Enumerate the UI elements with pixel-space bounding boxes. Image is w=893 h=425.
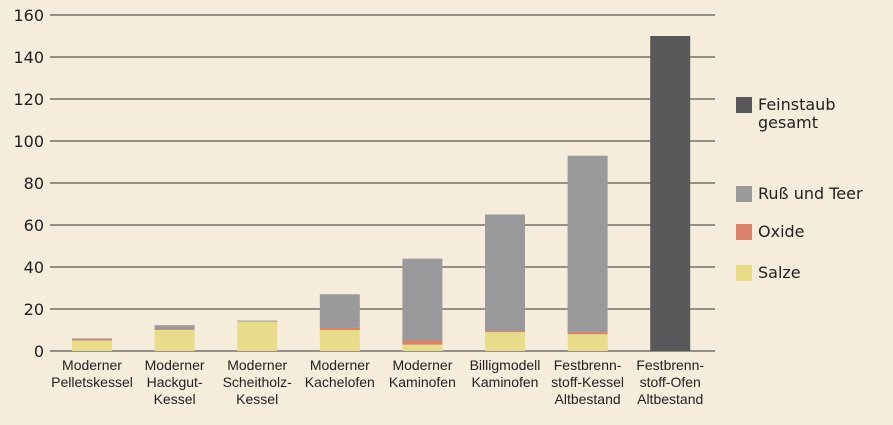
legend-swatch bbox=[736, 97, 752, 113]
x-tick-line: Altbestand bbox=[555, 391, 621, 407]
bar-segment bbox=[402, 340, 443, 345]
x-tick-label: Billigmodell Kaminofen bbox=[470, 357, 541, 390]
x-tick-label: Moderner Hackgut-Kessel bbox=[145, 357, 205, 407]
y-tick-label: 0 bbox=[34, 342, 44, 361]
legend-label: Oxide bbox=[758, 222, 805, 241]
legend-item: Ruß und Teer bbox=[736, 185, 863, 203]
x-tick-line: Scheitholz- bbox=[223, 374, 293, 390]
bar-segment bbox=[237, 321, 278, 351]
x-tick-label: Festbrenn-stoff-Ofen Altbestand bbox=[636, 357, 704, 407]
x-tick-label: Moderner Pelletskessel bbox=[51, 357, 133, 390]
y-tick-label: 60 bbox=[24, 216, 44, 235]
bar-segment bbox=[319, 294, 360, 328]
x-tick-line: stoff-Ofen bbox=[640, 374, 701, 390]
y-tick-label: 140 bbox=[13, 48, 44, 67]
legend-item: Oxide bbox=[736, 223, 805, 241]
bar-segment bbox=[485, 331, 525, 333]
legend-label: Feinstaub gesamt bbox=[758, 95, 836, 132]
legend-swatch bbox=[736, 265, 752, 281]
x-tick-line: Festbrenn- bbox=[636, 357, 704, 373]
y-tick-label: 80 bbox=[24, 174, 44, 193]
x-tick-line: Kaminofen bbox=[472, 374, 539, 390]
x-tick-line: Billigmodell bbox=[470, 357, 541, 373]
bar-segment bbox=[154, 330, 195, 351]
x-tick-label: Moderner Kaminofen bbox=[389, 357, 456, 390]
bar-segment bbox=[485, 214, 525, 332]
x-tick-line: Festbrenn- bbox=[554, 357, 622, 373]
x-tick-line: stoff-Kessel bbox=[551, 374, 624, 390]
x-tick-line: Kachelofen bbox=[305, 374, 375, 390]
bar-segment bbox=[402, 344, 443, 351]
x-tick-line: Pelletskessel bbox=[51, 374, 133, 390]
bar-segment bbox=[319, 330, 360, 351]
bar-segment bbox=[402, 258, 443, 341]
x-tick-line: Moderner bbox=[62, 357, 122, 373]
bar-segment bbox=[567, 155, 608, 333]
bar-segment bbox=[567, 334, 608, 351]
x-tick-line: Moderner bbox=[145, 357, 205, 373]
bar-segment bbox=[237, 320, 278, 322]
bar-segment bbox=[72, 339, 112, 341]
bar-segment bbox=[154, 325, 195, 330]
legend-item: Salze bbox=[736, 264, 801, 282]
x-tick-label: Festbrenn-stoff-Kessel Altbestand bbox=[551, 357, 624, 407]
x-tick-line: Moderner bbox=[310, 357, 370, 373]
bar-segment bbox=[485, 332, 525, 351]
y-tick-label: 20 bbox=[24, 300, 44, 319]
bar-segment bbox=[567, 332, 608, 335]
bar-segment bbox=[650, 36, 691, 351]
bar-segment bbox=[72, 340, 112, 351]
x-tick-line: Hackgut- bbox=[147, 374, 203, 390]
bar-segment bbox=[154, 329, 195, 330]
y-tick-label: 120 bbox=[13, 90, 44, 109]
legend-swatch bbox=[736, 186, 752, 202]
legend-swatch bbox=[736, 224, 752, 240]
y-tick-label: 100 bbox=[13, 132, 44, 151]
x-tick-line: Moderner bbox=[392, 357, 452, 373]
x-tick-line: Kessel bbox=[236, 391, 278, 407]
x-tick-line: Kessel bbox=[154, 391, 196, 407]
legend-label: Salze bbox=[758, 263, 801, 282]
x-tick-line: Altbestand bbox=[637, 391, 703, 407]
x-tick-line: Kaminofen bbox=[389, 374, 456, 390]
y-tick-label: 160 bbox=[13, 6, 44, 25]
legend-label: Ruß und Teer bbox=[758, 184, 863, 203]
bar-segment bbox=[319, 327, 360, 330]
x-tick-label: Moderner Scheitholz-Kessel bbox=[223, 357, 293, 407]
x-tick-label: Moderner Kachelofen bbox=[305, 357, 375, 390]
y-tick-label: 40 bbox=[24, 258, 44, 277]
x-tick-line: Moderner bbox=[227, 357, 287, 373]
bar-segment bbox=[72, 338, 112, 340]
legend-item: Feinstaub gesamt bbox=[736, 96, 848, 132]
